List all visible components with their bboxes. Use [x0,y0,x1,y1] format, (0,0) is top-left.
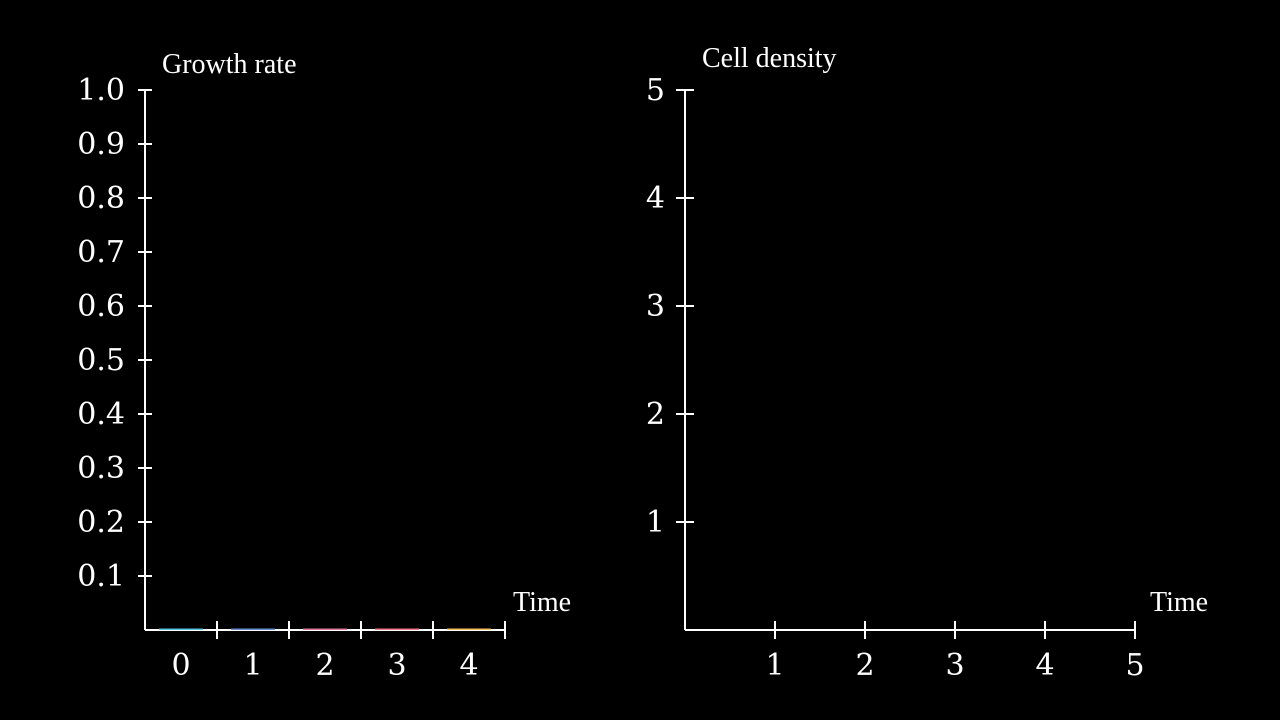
cell-density-chart: Cell density Time 1 2 3 4 5 1 2 3 4 5 [646,43,1208,683]
left-y-tick-label: 0.9 [77,127,125,162]
left-x-tick-label: 4 [459,648,478,683]
right-x-tick-label: 4 [1035,648,1054,683]
bar-3 [375,628,419,630]
left-y-tick-label: 0.6 [77,289,125,324]
left-y-tick-label: 0.7 [77,235,125,270]
bar-2 [303,628,347,630]
bar-1 [231,628,275,630]
left-y-tick-label: 0.1 [77,559,125,594]
right-x-tick-label: 1 [765,648,784,683]
right-x-tick-label: 3 [945,648,964,683]
left-y-tick-label: 0.2 [77,505,125,540]
left-y-tick-label: 1.0 [77,73,125,108]
left-x-tick-label: 2 [315,648,334,683]
right-x-tick-label: 2 [855,648,874,683]
left-y-tick-label: 0.4 [77,397,125,432]
left-y-tick-label: 0.8 [77,181,125,216]
left-y-tick-label: 0.5 [77,343,125,378]
right-y-tick-label: 3 [646,289,665,324]
left-x-tick-label: 1 [243,648,262,683]
right-y-tick-label: 1 [646,505,665,540]
left-x-axis-title: Time [513,587,571,618]
right-y-axis-title: Cell density [702,43,837,74]
left-x-tick-label: 0 [171,648,190,683]
bar-0 [159,628,203,630]
right-x-axis-title: Time [1150,587,1208,618]
left-y-axis-title: Growth rate [162,49,297,80]
growth-rate-chart: Growth rate Time 0.1 0.2 0.3 0.4 0.5 0.6 0.7 0.… [77,49,571,683]
left-y-tick-label: 0.3 [77,451,125,486]
right-x-tick-label: 5 [1125,648,1144,683]
bar-4 [447,628,491,630]
right-y-tick-label: 5 [646,73,665,108]
right-y-tick-label: 4 [646,181,665,216]
left-x-tick-label: 3 [387,648,406,683]
right-y-tick-label: 2 [646,397,665,432]
